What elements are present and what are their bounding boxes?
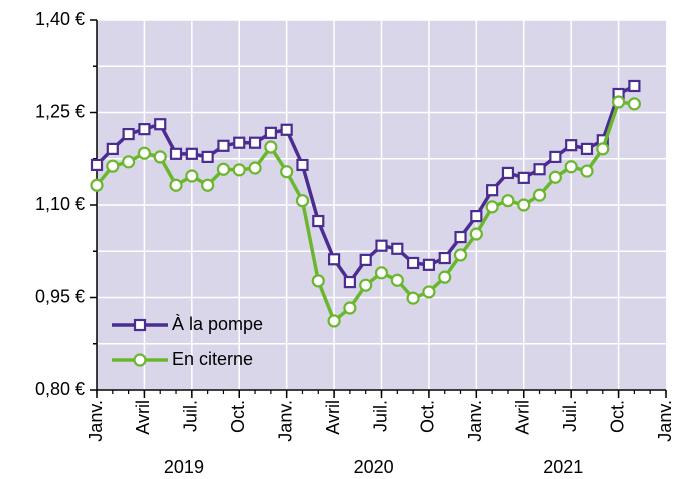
- marker: [548, 170, 562, 184]
- marker: [295, 194, 310, 208]
- marker: [311, 274, 325, 288]
- y-tick-label: 0,95 €: [35, 286, 85, 306]
- x-tick-label: Juil.: [181, 400, 201, 432]
- marker: [627, 97, 641, 111]
- marker: [169, 147, 183, 160]
- marker: [422, 285, 436, 299]
- x-tick-label: Avril: [323, 400, 343, 435]
- y-tick-label: 1,40 €: [35, 9, 85, 29]
- marker: [90, 178, 104, 192]
- marker: [453, 248, 468, 262]
- marker: [133, 353, 147, 367]
- marker: [327, 314, 341, 328]
- marker: [201, 178, 215, 192]
- marker: [628, 79, 641, 93]
- marker: [216, 162, 231, 176]
- marker: [264, 140, 278, 154]
- marker: [375, 239, 388, 252]
- marker: [486, 184, 499, 197]
- x-tick-label: Avril: [513, 400, 533, 435]
- marker: [596, 142, 610, 156]
- marker: [185, 169, 199, 183]
- y-tick-label: 1,10 €: [35, 194, 85, 214]
- marker: [343, 275, 356, 289]
- x-tick-label: Avril: [133, 400, 153, 435]
- marker: [406, 291, 420, 305]
- marker: [501, 194, 515, 208]
- marker: [312, 214, 325, 228]
- marker: [422, 258, 436, 271]
- marker: [374, 266, 389, 280]
- marker: [106, 142, 119, 155]
- marker: [438, 270, 452, 284]
- marker: [217, 139, 230, 152]
- year-label: 2019: [164, 457, 204, 477]
- legend-label: En citerne: [172, 349, 253, 369]
- marker: [280, 165, 294, 179]
- marker: [169, 178, 183, 192]
- marker: [565, 139, 578, 152]
- marker: [470, 210, 483, 223]
- marker: [233, 136, 246, 149]
- marker: [248, 161, 262, 175]
- marker: [185, 147, 198, 160]
- legend-label: À la pompe: [172, 314, 263, 334]
- marker: [201, 150, 214, 163]
- x-tick-label: Janv.: [86, 400, 106, 442]
- marker: [549, 150, 562, 163]
- marker: [611, 95, 626, 109]
- marker: [533, 163, 546, 176]
- marker: [106, 159, 120, 173]
- marker: [138, 123, 151, 136]
- marker: [137, 146, 152, 160]
- year-label: 2021: [543, 457, 583, 477]
- legend: À la pompe En citerne: [112, 314, 263, 369]
- marker: [154, 118, 167, 131]
- x-tick-label: Oct.: [418, 400, 438, 433]
- marker: [359, 253, 372, 266]
- x-tick-label: Oct.: [228, 400, 248, 433]
- marker: [327, 253, 341, 266]
- x-tick-label: Janv.: [655, 400, 674, 442]
- marker: [232, 163, 246, 177]
- x-tick-label: Juil.: [370, 400, 390, 432]
- marker: [454, 230, 467, 244]
- y-tick-label: 1,25 €: [35, 101, 85, 121]
- marker: [438, 251, 451, 265]
- marker: [343, 301, 357, 315]
- marker: [501, 166, 515, 180]
- x-tick-label: Juil.: [560, 400, 580, 432]
- y-tick-label: 0,80 €: [35, 379, 85, 399]
- marker: [564, 160, 578, 174]
- marker: [133, 318, 147, 332]
- marker: [391, 242, 404, 255]
- marker: [517, 171, 530, 184]
- marker: [469, 227, 483, 241]
- marker: [390, 273, 404, 287]
- marker: [517, 198, 531, 212]
- marker: [248, 136, 262, 149]
- x-tick-label: Janv.: [465, 400, 485, 442]
- marker: [280, 123, 293, 136]
- marker: [122, 155, 136, 169]
- x-tick-label: Oct.: [607, 400, 627, 433]
- year-label: 2020: [354, 457, 394, 477]
- marker: [359, 278, 373, 292]
- marker: [407, 256, 420, 270]
- marker: [122, 127, 135, 141]
- marker: [532, 188, 547, 202]
- marker: [90, 158, 104, 172]
- marker: [153, 150, 167, 164]
- x-tick-label: Janv.: [275, 400, 295, 442]
- marker: [264, 126, 277, 139]
- marker: [580, 164, 594, 178]
- marker: [485, 200, 499, 214]
- marker: [296, 158, 309, 172]
- marker: [580, 142, 594, 155]
